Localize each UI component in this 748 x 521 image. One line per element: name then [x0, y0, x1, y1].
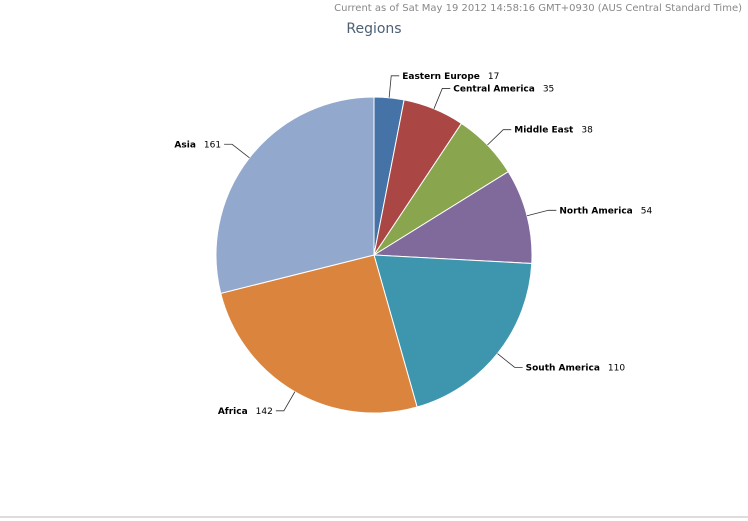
label-value: 38 [581, 125, 593, 135]
label-name: Middle East [514, 125, 574, 135]
connector [526, 209, 557, 217]
label-name: Central America [453, 84, 535, 94]
label-name: North America [559, 206, 632, 216]
connector [224, 143, 250, 159]
connector [433, 88, 451, 109]
label-value: 161 [204, 140, 221, 150]
connector [275, 391, 296, 412]
timestamp: Current as of Sat May 19 2012 14:58:16 G… [334, 3, 742, 14]
chart-title: Regions [346, 21, 401, 37]
pie-slice [215, 96, 375, 294]
pie-slice [220, 254, 418, 414]
pie-slice [372, 170, 533, 264]
connector [487, 129, 512, 146]
data-label: Middle East 38 [514, 125, 593, 135]
label-value: 54 [641, 206, 653, 216]
data-label: Eastern Europe 17 [402, 71, 499, 81]
data-label: Africa 142 [218, 406, 273, 416]
data-label: Asia 161 [174, 140, 221, 150]
label-name: Eastern Europe [402, 71, 480, 81]
data-label: North America 54 [559, 206, 652, 216]
data-label: South America 110 [526, 363, 626, 373]
label-value: 110 [608, 363, 625, 373]
pie-slice [373, 254, 533, 408]
label-value: 35 [543, 84, 554, 94]
label-name: Asia [174, 140, 195, 150]
label-name: South America [526, 363, 600, 373]
label-value: 17 [488, 71, 499, 81]
connector [497, 353, 523, 368]
data-label: Central America 35 [453, 84, 554, 94]
label-value: 142 [256, 406, 273, 416]
label-name: Africa [218, 406, 248, 416]
connector [388, 75, 400, 98]
